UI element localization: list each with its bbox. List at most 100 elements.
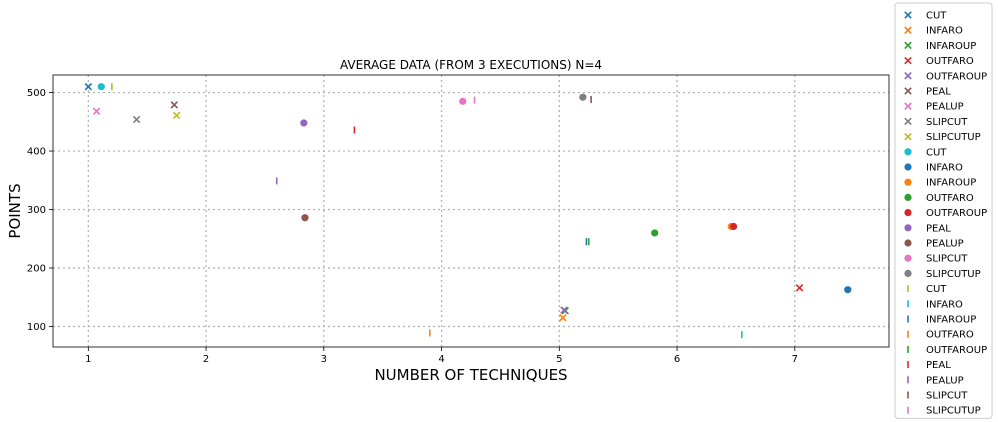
legend-label: CUT: [926, 11, 947, 22]
legend-marker: [904, 148, 912, 156]
legend-item: CUT: [904, 11, 947, 22]
legend-item: INFAROUP: [907, 315, 976, 326]
legend-label: SLIPCUTUP: [926, 269, 981, 280]
x-tick-label: 1: [85, 354, 91, 365]
legend-item: INFAROUP: [904, 41, 976, 52]
data-point: [97, 83, 105, 91]
legend-label: CUT: [926, 284, 947, 295]
legend-label: PEALUP: [926, 239, 964, 250]
legend-marker: [904, 41, 912, 50]
x-tick-label: 7: [792, 354, 798, 365]
y-tick-label: 500: [27, 88, 46, 99]
data-point: [300, 119, 308, 127]
legend-label: SLIPCUTUP: [926, 132, 981, 143]
x-tick-label: 4: [438, 354, 444, 365]
y-tick-label: 100: [27, 322, 46, 333]
legend-label: INFARO: [926, 299, 963, 310]
data-points: [84, 82, 852, 339]
legend-item: PEAL: [907, 360, 951, 371]
legend-label: SLIPCUTUP: [926, 406, 981, 417]
legend-item: CUT: [907, 284, 947, 295]
data-point: [301, 214, 309, 222]
data-point: [170, 101, 179, 109]
legend-label: PEAL: [926, 360, 951, 371]
legend-item: OUTFAROUP: [904, 71, 987, 82]
legend-item: OUTFAROUP: [904, 208, 987, 219]
x-tick-label: 2: [203, 354, 209, 365]
y-tick-label: 300: [27, 205, 46, 216]
data-point: [795, 284, 804, 292]
legend-label: INFARO: [926, 163, 963, 174]
legend-item: INFARO: [907, 299, 963, 310]
legend-marker: [904, 178, 912, 186]
legend-item: SLIPCUT: [904, 254, 968, 265]
legend-item: INFARO: [904, 163, 963, 174]
y-axis-label: POINTS: [6, 183, 24, 238]
data-point: [92, 107, 101, 116]
legend-marker: [904, 26, 912, 34]
legend-frame: [894, 2, 993, 419]
x-axis-label: NUMBER OF TECHNIQUES: [374, 366, 567, 384]
legend-item: PEALUP: [904, 102, 964, 113]
legend-item: SLIPCUTUP: [904, 269, 981, 280]
y-tick-label: 200: [27, 264, 46, 275]
plot-area: [52, 74, 890, 348]
legend-item: PEALUP: [904, 239, 964, 250]
legend-marker: [904, 254, 912, 262]
legend-label: OUTFARO: [926, 56, 974, 67]
y-tick-label: 400: [27, 147, 46, 158]
axis-ticks: 1 2 3 4 5 6 7 100 200 300 400 500: [27, 88, 798, 365]
legend-label: PEALUP: [926, 102, 964, 113]
data-point: [651, 229, 659, 237]
legend-label: INFAROUP: [926, 41, 976, 52]
data-point: [844, 286, 852, 294]
legend-label: PEAL: [926, 223, 951, 234]
x-tick-label: 5: [556, 354, 562, 365]
chart-title: AVERAGE DATA (FROM 3 EXECUTIONS) N=4: [340, 58, 602, 72]
legend-item: SLIPCUTUP: [907, 406, 981, 417]
data-point: [560, 306, 568, 314]
legend-label: OUTFAROUP: [926, 345, 987, 356]
legend-marker: [904, 117, 912, 126]
legend-item: CUT: [904, 147, 947, 158]
legend-label: SLIPCUT: [926, 254, 968, 265]
legend-item: OUTFARO: [907, 330, 974, 341]
legend-label: OUTFAROUP: [926, 71, 987, 82]
legend-marker: [904, 224, 912, 232]
legend-marker: [904, 87, 912, 95]
data-point: [84, 82, 93, 91]
legend-item: OUTFARO: [904, 56, 974, 67]
legend-label: INFARO: [926, 26, 963, 37]
legend-label: SLIPCUT: [926, 117, 968, 128]
legend-item: INFARO: [904, 26, 963, 37]
legend: CUT INFARO INFAROUP OUTFARO OUTFAROUP PEAL PEA…: [894, 2, 993, 419]
data-point: [459, 97, 467, 105]
x-tick-label: 3: [321, 354, 327, 365]
data-point: [729, 222, 738, 231]
x-tick-label: 6: [674, 354, 680, 365]
legend-label: SLIPCUT: [926, 391, 968, 402]
legend-marker: [904, 72, 912, 80]
data-point: [172, 111, 181, 120]
legend-label: INFAROUP: [926, 315, 976, 326]
legend-label: PEAL: [926, 87, 951, 98]
legend-label: OUTFARO: [926, 193, 974, 204]
legend-marker: [904, 193, 912, 201]
legend-item: OUTFARO: [904, 193, 974, 204]
legend-marker: [904, 11, 912, 19]
legend-item: SLIPCUTUP: [904, 132, 981, 143]
legend-marker: [904, 209, 912, 217]
legend-label: PEALUP: [926, 375, 964, 386]
legend-item: INFAROUP: [904, 178, 976, 189]
legend-item: SLIPCUT: [907, 391, 968, 402]
legend-label: CUT: [926, 147, 947, 158]
legend-marker: [904, 102, 912, 110]
legend-item: PEALUP: [907, 375, 964, 386]
legend-marker: [904, 132, 912, 141]
legend-item: OUTFAROUP: [907, 345, 987, 356]
grid: [53, 75, 889, 347]
legend-item: PEAL: [904, 87, 951, 98]
legend-marker: [904, 239, 912, 247]
legend-marker: [904, 163, 912, 171]
